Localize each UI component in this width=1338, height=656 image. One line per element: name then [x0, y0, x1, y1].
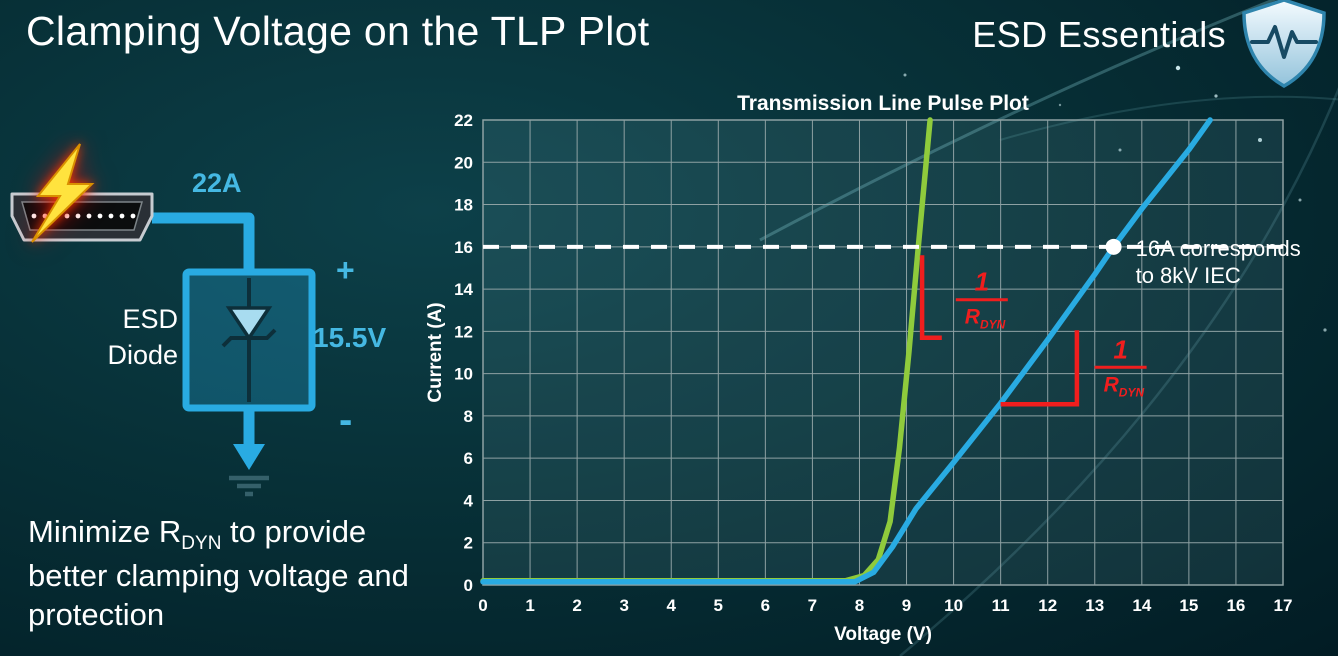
x-tick-label: 13 — [1085, 596, 1104, 615]
hdmi-connector-icon — [10, 192, 154, 242]
slope-indicator — [919, 255, 942, 340]
y-axis-label: Current (A) — [425, 302, 446, 402]
x-tick-label: 0 — [478, 596, 487, 615]
x-tick-label: 5 — [714, 596, 723, 615]
chart-grid: 0 1 2 3 4 5 6 7 8 9 10 11 12 13 14 15 16 1702468101214161… — [454, 111, 1292, 615]
x-tick-label: 4 — [667, 596, 677, 615]
x-tick-label: 6 — [761, 596, 770, 615]
x-tick-label: 12 — [1038, 596, 1057, 615]
y-tick-label: 8 — [464, 407, 473, 426]
slide-title: Clamping Voltage on the TLP Plot — [26, 8, 650, 54]
brand-title: ESD Essentials — [972, 14, 1226, 55]
svg-text:RDYN: RDYN — [1104, 373, 1145, 399]
minus-polarity-label: - — [339, 398, 353, 442]
zener-diode-symbol-icon — [221, 278, 277, 402]
y-tick-label: 14 — [454, 280, 473, 299]
lightning-bolt-icon — [31, 143, 95, 243]
ground-icon — [229, 408, 269, 497]
y-tick-label: 16 — [454, 238, 473, 257]
y-tick-label: 2 — [464, 534, 473, 553]
y-tick-label: 10 — [454, 365, 473, 384]
x-tick-label: 1 — [525, 596, 534, 615]
plot-area — [483, 120, 1283, 585]
plus-polarity-label: + — [336, 252, 355, 288]
slope-indicator — [1000, 330, 1080, 407]
rdyn-fraction-label: 1 RDYN — [1094, 334, 1147, 399]
x-tick-label: 8 — [855, 596, 864, 615]
y-tick-label: 18 — [454, 196, 473, 215]
esd-circuit-diagram — [10, 143, 316, 497]
y-tick-label: 22 — [454, 111, 473, 130]
chart-title: Transmission Line Pulse Plot — [737, 92, 1029, 115]
svg-text:1: 1 — [975, 267, 989, 297]
x-tick-label: 14 — [1132, 596, 1151, 615]
x-tick-label: 3 — [619, 596, 628, 615]
y-tick-label: 12 — [454, 322, 473, 341]
esd-diode-label: ESD Diode — [107, 304, 178, 371]
y-tick-label: 4 — [464, 491, 474, 510]
rdyn-subscript: DYN — [181, 533, 222, 555]
clamping-voltage-label: 15.5V — [313, 322, 387, 353]
x-tick-label: 9 — [902, 596, 911, 615]
x-tick-label: 16 — [1226, 596, 1245, 615]
x-tick-label: 17 — [1274, 596, 1293, 615]
marker-dot — [1105, 238, 1122, 255]
svg-text:1: 1 — [1113, 334, 1127, 364]
tlp-chart: 0 1 2 3 4 5 6 7 8 9 10 11 12 13 14 15 16 1702468101214161… — [425, 92, 1301, 645]
heartbeat-pulse-icon — [1250, 25, 1318, 59]
x-tick-label: 11 — [992, 596, 1010, 615]
x-tick-label: 10 — [944, 596, 963, 615]
x-tick-label: 7 — [808, 596, 817, 615]
x-tick-label: 15 — [1179, 596, 1198, 615]
y-tick-label: 0 — [464, 576, 473, 595]
x-tick-label: 2 — [572, 596, 581, 615]
esd-shield-logo-icon — [1242, 0, 1326, 89]
y-tick-label: 20 — [454, 153, 473, 172]
takeaway-note: Minimize RDYN to provide better clamping… — [28, 514, 409, 633]
series-green-low-rdyn — [480, 117, 933, 584]
wire — [152, 212, 255, 274]
y-tick-label: 6 — [464, 449, 473, 468]
surge-current-label: 22A — [192, 168, 242, 198]
marker-label: 16A corresponds to 8kV IEC — [1136, 236, 1301, 288]
x-axis-label: Voltage (V) — [834, 624, 932, 645]
